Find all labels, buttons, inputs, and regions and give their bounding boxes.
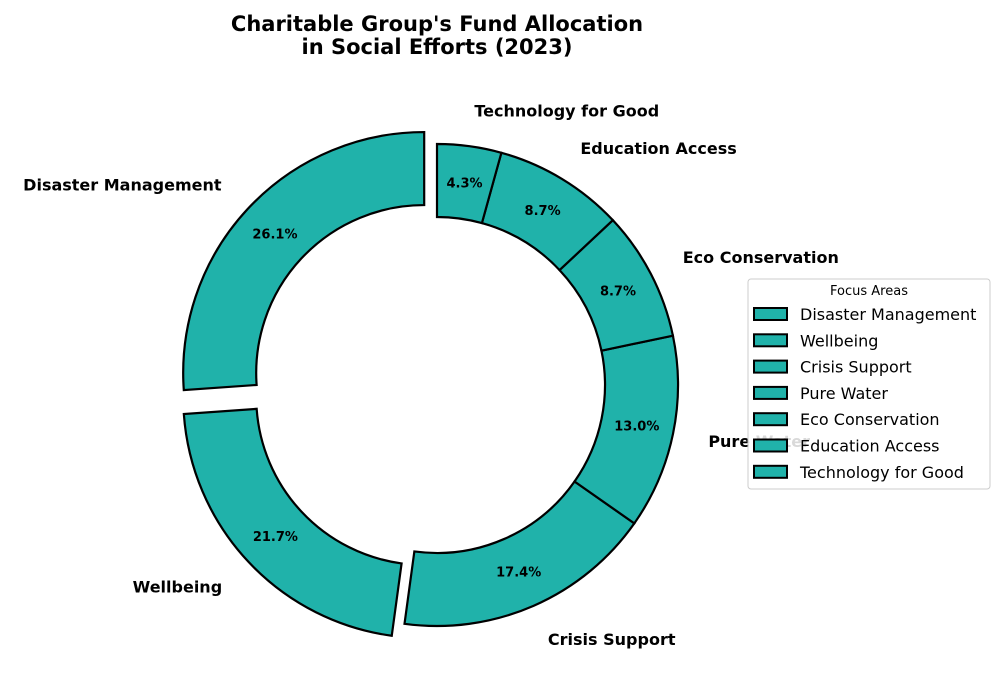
slices-layer — [182, 130, 680, 638]
category-label-crisis-support: Crisis Support — [548, 630, 676, 649]
pct-label-crisis-support: 17.4% — [496, 565, 541, 580]
pct-label-wellbeing: 21.7% — [253, 530, 298, 545]
legend-title: Focus Areas — [830, 284, 908, 299]
legend-entry-wellbeing: Wellbeing — [800, 331, 878, 350]
legend-entry-technology-for-good: Technology for Good — [799, 463, 964, 482]
slice-technology-for-good — [435, 142, 503, 225]
legend-swatch-pure-water — [753, 385, 788, 400]
pct-label-eco-conservation: 8.7% — [600, 284, 636, 299]
category-label-education-access: Education Access — [580, 139, 736, 158]
legend-entry-pure-water: Pure Water — [800, 384, 888, 403]
slice-disaster-management — [182, 130, 426, 392]
category-labels-layer: Disaster Management Wellbeing Crisis Suppo… — [23, 102, 839, 649]
legend-entry-crisis-support: Crisis Support — [800, 358, 912, 377]
legend-swatch-technology-for-good — [753, 464, 788, 479]
category-label-wellbeing: Wellbeing — [133, 577, 223, 596]
category-label-disaster-management: Disaster Management — [23, 175, 222, 194]
legend-swatch-crisis-support — [753, 359, 788, 374]
legend-entry-eco-conservation: Eco Conservation — [800, 410, 940, 429]
pct-label-disaster-management: 26.1% — [252, 228, 297, 243]
legend-swatch-disaster-management — [753, 307, 788, 321]
legend-swatch-education-access — [753, 438, 788, 453]
legend: Focus Areas Disaster Management Wellbeing C… — [747, 278, 991, 490]
pct-label-education-access: 8.7% — [525, 204, 561, 219]
legend-swatch-eco-conservation — [753, 412, 788, 427]
category-label-eco-conservation: Eco Conservation — [683, 248, 839, 267]
legend-entry-disaster-management: Disaster Management — [800, 305, 976, 324]
pct-label-pure-water: 13.0% — [614, 420, 659, 435]
slice-wellbeing — [182, 407, 403, 638]
category-label-technology-for-good: Technology for Good — [474, 102, 659, 121]
chart-title-line-2: in Social Efforts (2023) — [302, 35, 573, 59]
legend-swatch-wellbeing — [753, 333, 788, 348]
legend-box — [747, 278, 991, 490]
slice-crisis-support — [403, 479, 636, 628]
pct-label-technology-for-good: 4.3% — [446, 176, 482, 191]
legend-entry-education-access: Education Access — [800, 437, 940, 456]
chart-title-line-1: Charitable Group's Fund Allocation — [231, 12, 643, 36]
percent-labels-layer: 26.1% 21.7% 17.4% 13.0% 8.7% 8.7% 4.3% — [252, 176, 659, 580]
